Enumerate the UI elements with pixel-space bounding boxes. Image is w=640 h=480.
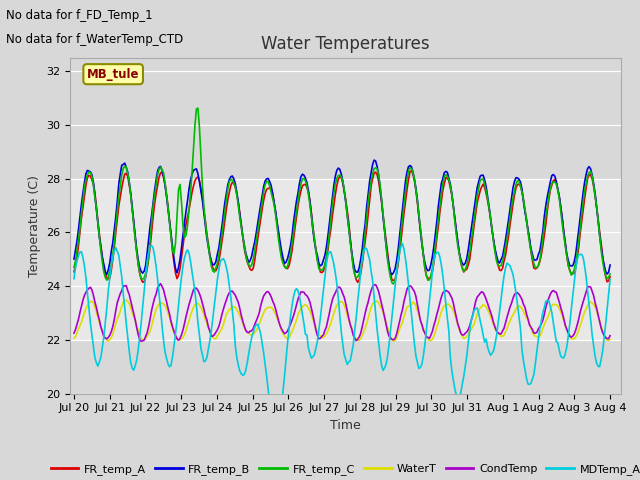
Title: Water Temperatures: Water Temperatures bbox=[261, 35, 430, 53]
Bar bbox=[70, 179, 621, 340]
Y-axis label: Temperature (C): Temperature (C) bbox=[28, 175, 41, 276]
Text: No data for f_FD_Temp_1: No data for f_FD_Temp_1 bbox=[6, 9, 153, 22]
Legend: FR_temp_A, FR_temp_B, FR_temp_C, WaterT, CondTemp, MDTemp_A: FR_temp_A, FR_temp_B, FR_temp_C, WaterT,… bbox=[46, 460, 640, 480]
X-axis label: Time: Time bbox=[330, 419, 361, 432]
Text: MB_tule: MB_tule bbox=[87, 68, 140, 81]
Text: No data for f_WaterTemp_CTD: No data for f_WaterTemp_CTD bbox=[6, 33, 184, 46]
